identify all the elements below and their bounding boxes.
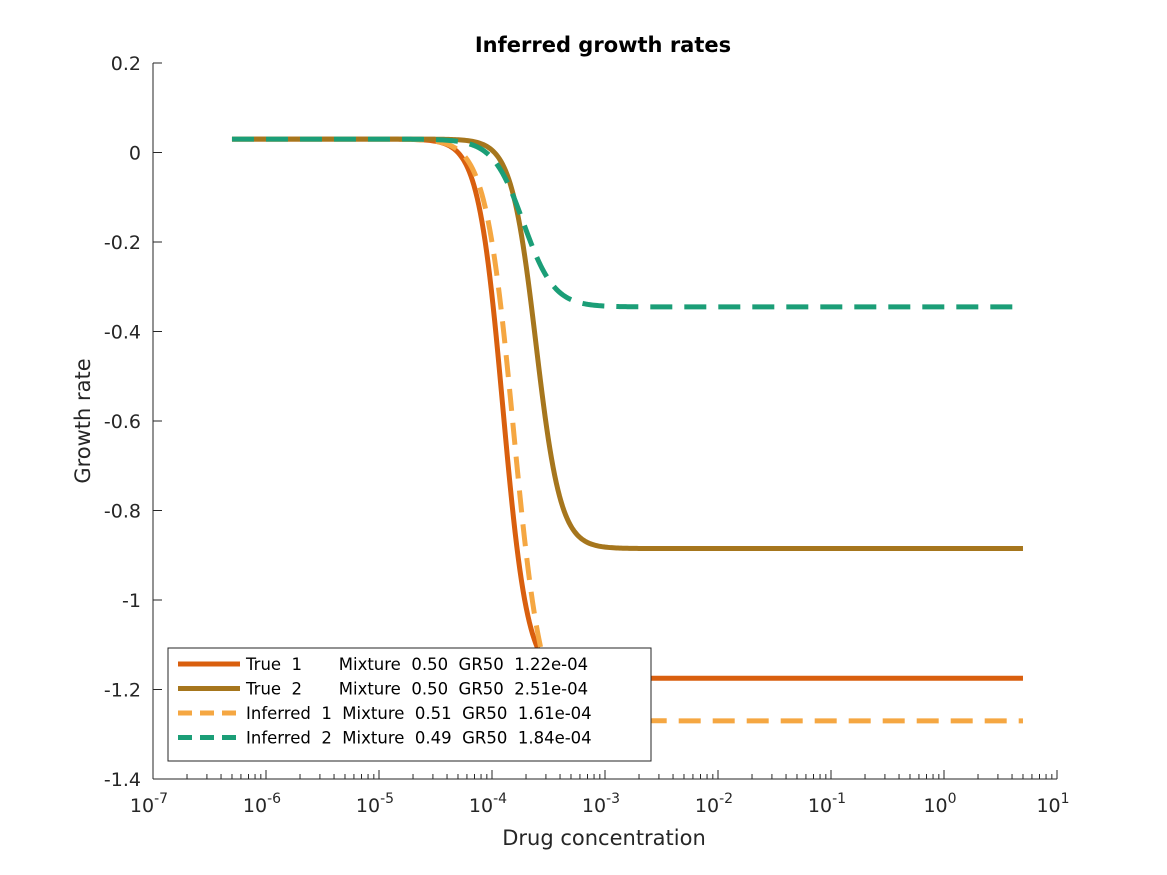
x-tick-label: 10-7 [130, 791, 168, 817]
x-tick-label: 100 [923, 791, 956, 817]
y-tick-label: 0 [129, 143, 141, 165]
x-tick-label: 10-6 [243, 791, 281, 817]
y-tick-label: -0.4 [104, 322, 141, 344]
ticks: 0.2 0 -0.2 -0.4 -0.6 -0.8 -1 -1.2 -1.410-7 10-6 10… [104, 53, 1070, 817]
legend: True 1 Mixture 0.50 GR50 1.22e-04 True 2 … [167, 647, 652, 762]
y-tick-label: -1 [122, 590, 141, 612]
y-tick-label: -1.4 [104, 769, 141, 791]
series-layer [231, 136, 1023, 724]
y-tick-label: -1.2 [104, 680, 141, 702]
x-tick-label: 101 [1036, 791, 1069, 817]
chart-title: Inferred growth rates [475, 33, 731, 57]
y-tick-label: -0.6 [104, 411, 141, 433]
series-line-3 [231, 136, 1023, 724]
x-tick-label: 10-2 [695, 791, 733, 817]
y-tick-label: -0.2 [104, 232, 141, 254]
y-tick-label: 0.2 [111, 53, 141, 75]
x-tick-label: 10-1 [808, 791, 846, 817]
series-line-1 [231, 136, 1023, 681]
y-axis-label: Growth rate [71, 358, 95, 483]
x-axis-label: Drug concentration [502, 826, 706, 850]
series-line-2 [231, 136, 1023, 552]
series-line-4 [231, 136, 1023, 310]
y-tick-label: -0.8 [104, 501, 141, 523]
legend-label-4: Inferred 2 Mixture 0.49 GR50 1.84e-04 [246, 729, 592, 748]
legend-label-2: True 2 Mixture 0.50 GR50 2.51e-04 [245, 680, 588, 699]
x-tick-label: 10-4 [469, 791, 507, 817]
x-tick-label: 10-5 [356, 791, 394, 817]
legend-label-3: Inferred 1 Mixture 0.51 GR50 1.61e-04 [246, 704, 592, 723]
x-tick-label: 10-3 [582, 791, 620, 817]
legend-label-1: True 1 Mixture 0.50 GR50 1.22e-04 [245, 655, 588, 674]
legend-box [167, 647, 652, 762]
